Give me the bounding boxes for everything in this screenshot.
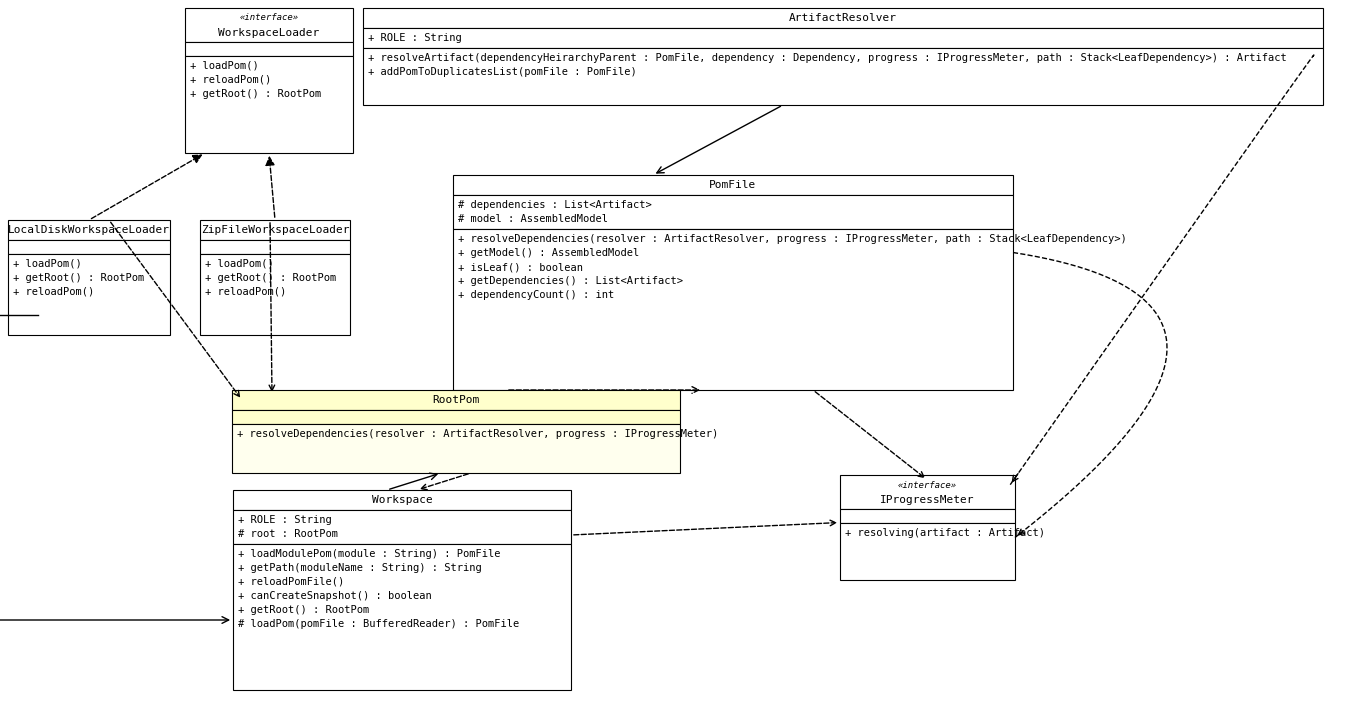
Bar xyxy=(453,195,1013,229)
Text: + getRoot() : RootPom: + getRoot() : RootPom xyxy=(190,89,321,99)
Bar xyxy=(233,424,680,473)
Bar xyxy=(453,229,1013,390)
Bar xyxy=(185,56,354,153)
Text: + ROLE : String: + ROLE : String xyxy=(238,515,332,525)
Text: RootPom: RootPom xyxy=(432,395,480,405)
Text: ArtifactResolver: ArtifactResolver xyxy=(789,13,898,23)
Bar xyxy=(840,509,1015,523)
Bar xyxy=(363,8,1323,28)
Bar xyxy=(840,523,1015,580)
Text: + ROLE : String: + ROLE : String xyxy=(369,33,462,43)
Text: IProgressMeter: IProgressMeter xyxy=(880,495,975,505)
Bar xyxy=(233,410,680,424)
Text: + getModel() : AssembledModel: + getModel() : AssembledModel xyxy=(458,248,639,258)
Bar xyxy=(840,475,1015,509)
Text: + resolveDependencies(resolver : ArtifactResolver, progress : IProgressMeter): + resolveDependencies(resolver : Artifac… xyxy=(237,429,718,439)
Text: + addPomToDuplicatesList(pomFile : PomFile): + addPomToDuplicatesList(pomFile : PomFi… xyxy=(369,67,636,77)
Bar xyxy=(8,240,170,254)
Text: + getPath(moduleName : String) : String: + getPath(moduleName : String) : String xyxy=(238,563,481,573)
Bar xyxy=(8,254,170,335)
Text: + isLeaf() : boolean: + isLeaf() : boolean xyxy=(458,262,583,272)
Text: + resolving(artifact : Artifact): + resolving(artifact : Artifact) xyxy=(845,528,1044,538)
Bar xyxy=(233,544,571,690)
Text: + reloadPom(): + reloadPom() xyxy=(14,287,94,297)
Text: PomFile: PomFile xyxy=(710,180,756,190)
Text: + getDependencies() : List<Artifact>: + getDependencies() : List<Artifact> xyxy=(458,276,683,286)
Bar xyxy=(185,8,354,42)
Text: # loadPom(pomFile : BufferedReader) : PomFile: # loadPom(pomFile : BufferedReader) : Po… xyxy=(238,619,520,629)
Text: LocalDiskWorkspaceLoader: LocalDiskWorkspaceLoader xyxy=(8,225,170,235)
Bar xyxy=(200,240,350,254)
Bar xyxy=(233,490,571,510)
Bar xyxy=(185,42,354,56)
Text: + loadPom(): + loadPom() xyxy=(205,259,273,269)
Bar xyxy=(233,510,571,544)
Text: WorkspaceLoader: WorkspaceLoader xyxy=(219,28,320,38)
Bar xyxy=(200,220,350,240)
Bar xyxy=(363,28,1323,48)
Bar xyxy=(363,48,1323,105)
Text: # root : RootPom: # root : RootPom xyxy=(238,529,339,539)
Text: + dependencyCount() : int: + dependencyCount() : int xyxy=(458,290,615,300)
Text: + resolveArtifact(dependencyHeirarchyParent : PomFile, dependency : Dependency, : + resolveArtifact(dependencyHeirarchyPar… xyxy=(369,53,1287,63)
Text: + reloadPom(): + reloadPom() xyxy=(205,287,286,297)
Text: + getRoot() : RootPom: + getRoot() : RootPom xyxy=(205,273,336,283)
Text: + loadPom(): + loadPom() xyxy=(190,61,258,71)
Text: + reloadPom(): + reloadPom() xyxy=(190,75,271,85)
Text: # dependencies : List<Artifact>: # dependencies : List<Artifact> xyxy=(458,200,651,210)
Text: «interface»: «interface» xyxy=(898,480,957,490)
Text: + getRoot() : RootPom: + getRoot() : RootPom xyxy=(238,605,370,615)
Text: «interface»: «interface» xyxy=(239,14,299,22)
Bar xyxy=(200,254,350,335)
Text: + resolveDependencies(resolver : ArtifactResolver, progress : IProgressMeter, pa: + resolveDependencies(resolver : Artifac… xyxy=(458,234,1126,244)
Text: ZipFileWorkspaceLoader: ZipFileWorkspaceLoader xyxy=(201,225,350,235)
Text: + reloadPomFile(): + reloadPomFile() xyxy=(238,577,344,587)
Bar xyxy=(233,390,680,410)
Text: + getRoot() : RootPom: + getRoot() : RootPom xyxy=(14,273,144,283)
Text: Workspace: Workspace xyxy=(371,495,432,505)
Text: # model : AssembledModel: # model : AssembledModel xyxy=(458,214,608,224)
Text: + loadModulePom(module : String) : PomFile: + loadModulePom(module : String) : PomFi… xyxy=(238,549,500,559)
Bar xyxy=(8,220,170,240)
Bar xyxy=(453,175,1013,195)
Text: + canCreateSnapshot() : boolean: + canCreateSnapshot() : boolean xyxy=(238,591,431,601)
Text: + loadPom(): + loadPom() xyxy=(14,259,82,269)
